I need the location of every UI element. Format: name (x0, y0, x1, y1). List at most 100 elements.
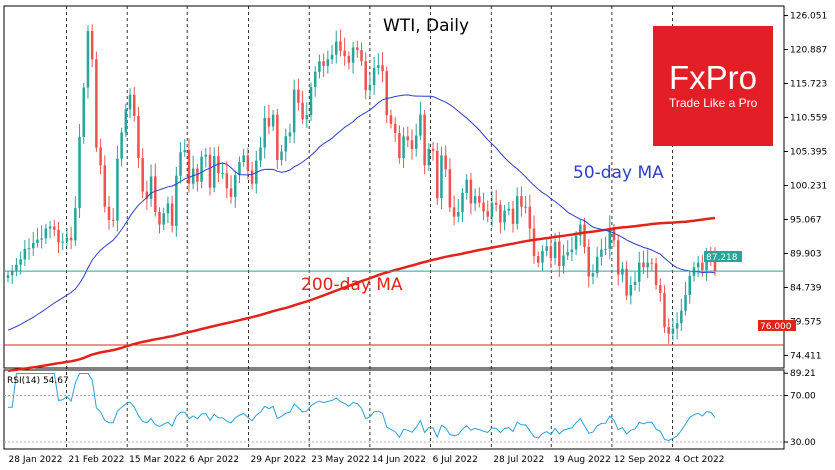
chart-title: WTI, Daily (383, 16, 469, 36)
candle-body (259, 147, 262, 161)
candle-body (381, 65, 384, 72)
price-axis-tick-label: 115.723 (790, 80, 827, 90)
time-axis-tick-label: 6 Apr 2022 (189, 455, 239, 465)
candle-body (154, 176, 157, 213)
candle-body (10, 270, 14, 276)
candle-body (271, 114, 275, 127)
candle-body (343, 50, 346, 57)
candle-body (427, 148, 431, 166)
candle-body (431, 148, 435, 151)
candle-body (406, 136, 410, 141)
candle-body (435, 150, 439, 199)
candle-body (671, 328, 675, 334)
candle-body (208, 154, 212, 188)
candle-body (675, 323, 679, 329)
rsi-axis-tick-label: 30.00 (790, 438, 816, 448)
price-axis-tick-label: 95.067 (790, 215, 822, 225)
ma50-annotation: 50-day MA (573, 163, 664, 183)
candle-body (663, 292, 666, 328)
candle-body (558, 241, 561, 266)
candle-body (486, 211, 490, 217)
candle-body (297, 89, 300, 103)
candle-body (680, 310, 683, 324)
candle-body (111, 219, 115, 221)
candle-body (482, 202, 485, 212)
candle-body (124, 109, 128, 133)
candle-body (95, 59, 98, 148)
ma200-line (7, 216, 716, 373)
logo-brand: FxPro (669, 59, 757, 96)
candle-body (574, 235, 578, 250)
price-axis-tick-label: 126.051 (790, 12, 827, 22)
candle-body (549, 246, 553, 259)
candle-body (246, 155, 250, 171)
candle-body (179, 152, 182, 176)
candle-body (53, 226, 56, 230)
candle-body (263, 117, 266, 148)
time-axis-tick-label: 28 Jul 2022 (493, 455, 544, 465)
time-axis-tick-label: 29 Apr 2022 (251, 455, 307, 465)
rsi-label: RSI(14) 54.67 (7, 376, 69, 386)
candle-body (545, 246, 548, 251)
candle-body (520, 196, 523, 207)
fxpro-logo: FxPro Trade Like a Pro (653, 26, 773, 146)
candle-body (398, 133, 401, 159)
candle-body (276, 114, 279, 161)
candle-body (633, 281, 637, 286)
candle-body (625, 268, 628, 296)
time-axis-tick-label: 23 May 2022 (311, 455, 370, 465)
candle-body (536, 256, 540, 263)
candle-body (309, 86, 313, 116)
candle-body (318, 61, 321, 72)
candle-body (99, 147, 102, 166)
price-axis-tick-label: 100.231 (790, 181, 827, 191)
candle-body (465, 179, 468, 193)
candle-body (170, 203, 174, 226)
time-axis-tick-label: 15 Mar 2022 (129, 455, 186, 465)
candle-body (562, 255, 565, 266)
candle-body (532, 228, 536, 257)
candle-body (334, 41, 338, 55)
candle-body (646, 262, 649, 268)
candle-body (44, 228, 48, 239)
candle-body (515, 196, 519, 224)
candle-body (490, 202, 494, 217)
candle-body (74, 208, 77, 241)
candle-body (103, 165, 107, 207)
candle-body (313, 71, 317, 87)
candle-body (524, 206, 527, 208)
price-axis-tick-label: 120.887 (790, 46, 827, 56)
price-axis-tick-label: 84.739 (790, 283, 822, 293)
candle-body (280, 151, 283, 161)
candle-body (23, 248, 27, 260)
time-axis-tick-label: 19 Aug 2022 (553, 455, 611, 465)
candle-body (393, 123, 397, 134)
time-axis-tick-label: 4 Oct 2022 (675, 455, 725, 465)
candle-body (292, 89, 296, 133)
candle-body (116, 158, 119, 221)
candle-body (461, 192, 464, 213)
candle-body (204, 154, 208, 157)
time-axis: 28 Jan 2022 21 Feb 2022 15 Mar 2022 6 Apr 2… (9, 455, 725, 465)
candle-body (360, 50, 363, 62)
candle-body (145, 191, 149, 199)
candle-body (389, 115, 393, 124)
candle-body (326, 59, 330, 66)
candle-body (31, 242, 35, 249)
candle-body (696, 262, 700, 268)
candle-body (583, 224, 586, 247)
candle-body (511, 208, 515, 224)
candle-body (65, 237, 69, 242)
candle-body (642, 262, 645, 268)
current-price-badge-label: 87.218 (706, 253, 738, 263)
candle-body (162, 213, 165, 225)
candle-body (187, 150, 191, 184)
candle-body (288, 132, 292, 137)
candle-body (713, 258, 717, 272)
ma200-annotation: 200-day MA (301, 275, 403, 295)
support-level-badge (758, 320, 796, 331)
candle-body (553, 241, 557, 259)
rsi-axis-tick-label: 89.21 (790, 369, 816, 379)
